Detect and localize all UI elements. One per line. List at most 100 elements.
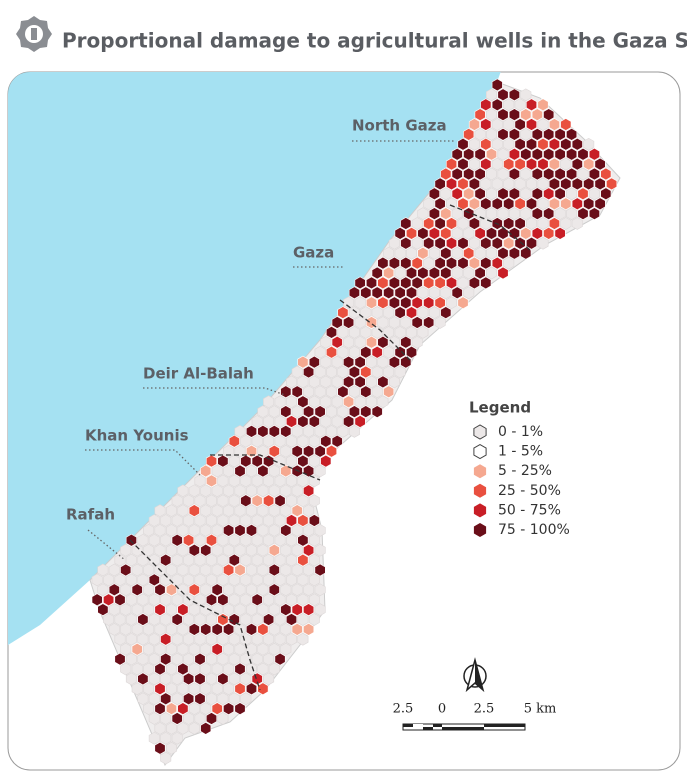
hex-cell [143,702,155,715]
hex-cell [543,167,555,181]
hex-cell [537,137,549,151]
hex-cell [263,533,275,547]
hex-cell [183,553,195,567]
hex-cell [320,415,332,428]
hex-cell [154,504,166,517]
hex-cell [337,306,349,319]
hex-cell [394,266,406,280]
hex-cell [206,533,217,547]
hex-cell [497,207,509,220]
hex-cell [365,375,378,389]
hex-cell [371,266,383,280]
hex-cell [474,266,486,280]
hex-cell [348,286,360,300]
hex-cell [445,217,458,230]
hex-cell [508,147,520,161]
sea [8,72,505,650]
hex-cell [440,306,452,319]
hex-cell [240,553,252,567]
hex-cell [217,692,229,706]
hex-cell [457,137,469,151]
hex-cell [160,632,172,646]
hex-cell [531,147,543,161]
hex-cell [348,345,360,359]
hex-cell [108,563,120,577]
hex-cell [148,553,160,567]
hex-cell [285,533,298,547]
hex-cell [194,553,206,567]
hex-cell [251,474,263,488]
hex-cell [503,197,515,211]
hex-cell [463,207,475,220]
hex-cell [177,603,189,616]
hex-cell [440,266,452,280]
hex-cell [206,632,217,646]
hex-cell [268,603,280,616]
hex-cell [160,573,172,587]
hex-cell [217,494,229,508]
hex-cell [228,514,240,527]
hex-cell [166,623,177,636]
hex-cell [503,137,515,151]
hex-cell [240,434,252,448]
hex-cell [463,147,475,161]
scale-label: 2.5 [393,702,414,717]
hex-cell [405,246,418,260]
hex-cell [440,286,452,300]
hex-cell [371,286,383,300]
hex-cell [314,425,326,438]
hex-cell [497,246,509,260]
hex-cell [588,207,600,220]
hex-cell [234,642,246,656]
hex-cell [320,335,332,349]
hex-cell [474,128,486,141]
hex-cell [234,444,246,458]
hex-cell [171,613,183,626]
hex-cell [217,454,229,468]
hex-cell [194,613,206,626]
hex-cell [206,553,217,567]
hex-cell [440,246,452,260]
hex-cell [183,632,195,646]
hex-cell [566,187,578,201]
hex-cell [457,157,469,171]
hex-cell [320,434,332,448]
hex-cell [143,623,155,636]
hex-cell [354,316,366,329]
hex-cell [588,167,600,181]
hex-cell [468,197,480,211]
hex-cell [211,682,223,696]
hex-cell [246,662,258,676]
hex-cell [337,326,349,339]
hex-cell [257,405,269,418]
hex-cell [325,444,338,458]
hex-cell [143,682,155,696]
hex-cell [137,553,149,567]
hex-cell [206,613,217,626]
hex-cell [537,217,549,230]
hex-cell [417,266,429,280]
hex-cell [200,504,212,517]
hex-cell [177,682,189,696]
hex-cell [423,256,435,270]
hex-cell [480,137,492,151]
hex-cell [297,355,309,369]
hex-cell [457,217,469,230]
hex-cell [348,405,360,418]
hex-cell [217,514,229,527]
hex-cell [125,632,137,646]
hex-cell [285,494,298,508]
hex-cell [223,543,235,557]
hex-cell [417,207,429,220]
hex-cell [497,88,509,102]
hex-cell [411,335,423,349]
hex-cell [200,583,212,597]
hex-cell [194,652,206,666]
hex-cell [246,504,258,517]
region-label: Khan Younis [85,427,189,445]
hex-cell [166,583,177,597]
hex-cell [308,454,320,468]
hex-cell [280,543,292,557]
hex-cell [280,405,292,418]
